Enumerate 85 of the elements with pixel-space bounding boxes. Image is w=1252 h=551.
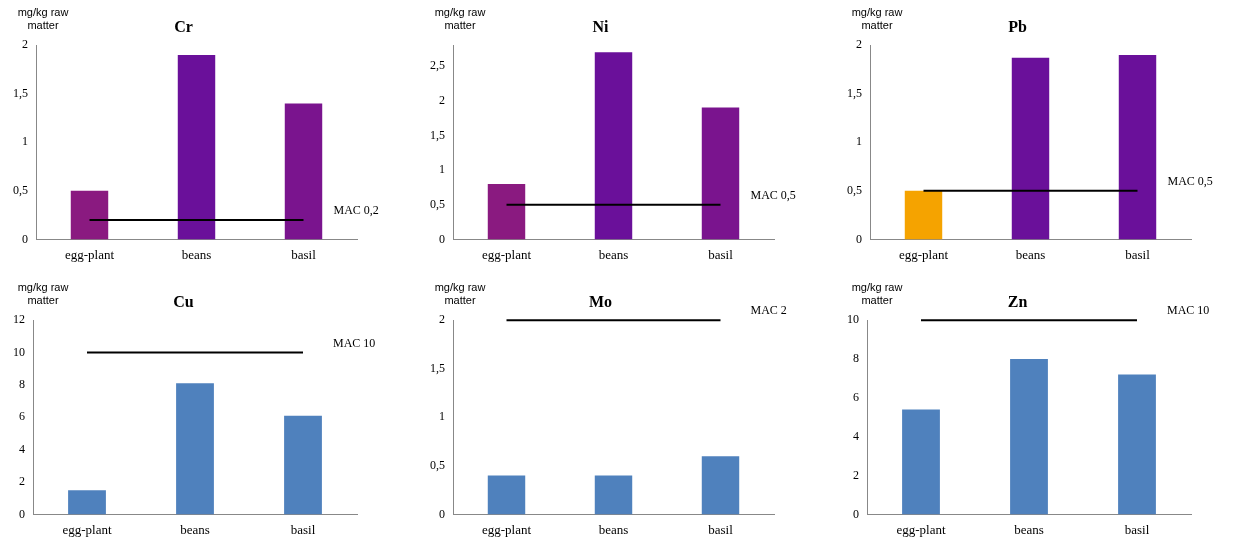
x-tick-label: basil (291, 246, 317, 262)
bar (1118, 374, 1156, 515)
y-tick-label: 0,5 (430, 196, 445, 211)
ref-line-label: MAC 0,5 (750, 187, 796, 202)
y-tick-label: 8 (19, 377, 25, 392)
x-tick-label: basil (708, 521, 734, 537)
y-axis-title: mg/kg raw matter (433, 281, 487, 307)
y-tick-label: 2 (439, 312, 445, 327)
y-tick-label: 1 (439, 162, 445, 177)
y-tick-label: 4 (853, 428, 859, 443)
y-tick-label: 6 (19, 409, 25, 424)
bar (487, 183, 526, 240)
chart-title: Pb (1008, 17, 1027, 35)
y-tick-label: 0 (22, 231, 28, 246)
y-tick-label: 0 (853, 506, 859, 521)
bar (902, 409, 940, 515)
y-tick-label: 0,5 (13, 183, 28, 198)
bar (904, 190, 943, 240)
x-tick-label: beans (598, 521, 629, 537)
y-axis-title: mg/kg raw matter (850, 281, 904, 307)
x-tick-label: basil (290, 521, 316, 537)
y-tick-label: 2,5 (430, 58, 445, 73)
y-tick-label: 10 (847, 312, 859, 327)
bar (176, 383, 214, 515)
x-tick-label: beans (181, 246, 212, 262)
y-axis-title: mg/kg raw matter (16, 281, 70, 307)
x-tick-label: beans (180, 521, 210, 537)
bar (177, 54, 216, 240)
x-tick-label: beans (1014, 521, 1044, 537)
bar (701, 107, 740, 240)
ref-line-label: MAC 0,2 (333, 203, 379, 218)
y-axis-title: mg/kg raw matter (850, 6, 904, 32)
x-tick-label: egg-plant (64, 246, 115, 262)
y-axis-title: mg/kg raw matter (16, 6, 70, 32)
y-tick-label: 4 (19, 441, 25, 456)
y-tick-label: 1 (856, 134, 862, 149)
x-tick-label: basil (1125, 246, 1151, 262)
ref-line-label: MAC 0,5 (1167, 174, 1213, 189)
bar (1118, 54, 1157, 240)
y-tick-label: 0,5 (430, 458, 445, 473)
x-tick-label: egg-plant (898, 246, 949, 262)
y-tick-label: 1,5 (847, 85, 862, 100)
y-tick-label: 1,5 (13, 85, 28, 100)
chart-title: Zn (1007, 292, 1028, 310)
bar (1011, 57, 1050, 240)
y-tick-label: 2 (19, 474, 25, 489)
ref-line-label: MAC 10 (333, 335, 376, 350)
x-tick-label: egg-plant (62, 521, 112, 537)
y-tick-label: 2 (439, 92, 445, 107)
ref-line-label: MAC 10 (1167, 303, 1210, 318)
chart-title: Mo (588, 292, 613, 310)
x-tick-label: basil (708, 246, 734, 262)
chart-title: Cr (174, 17, 193, 35)
y-tick-label: 1,5 (430, 127, 445, 142)
y-axis-title: mg/kg raw matter (433, 6, 487, 32)
chart-title: Cu (173, 292, 194, 310)
y-tick-label: 2 (853, 467, 859, 482)
y-tick-label: 0 (439, 506, 445, 521)
y-tick-label: 6 (853, 390, 859, 405)
x-tick-label: egg-plant (896, 521, 946, 537)
y-tick-label: 0 (856, 231, 862, 246)
ref-line-label: MAC 2 (750, 303, 787, 318)
y-tick-label: 0 (439, 231, 445, 246)
bar (1010, 359, 1048, 515)
y-tick-label: 1,5 (430, 360, 445, 375)
y-tick-label: 12 (13, 312, 25, 327)
bar (284, 103, 323, 240)
x-tick-label: egg-plant (481, 246, 532, 262)
bar (68, 490, 106, 515)
x-tick-label: beans (1015, 246, 1046, 262)
chart-title: Ni (592, 17, 610, 35)
y-tick-label: 2 (22, 37, 28, 52)
bar (70, 190, 109, 240)
bar (284, 415, 322, 515)
y-tick-label: 10 (13, 344, 25, 359)
y-tick-label: 0 (19, 506, 25, 521)
y-tick-label: 0,5 (847, 183, 862, 198)
x-tick-label: egg-plant (481, 521, 532, 537)
y-tick-label: 1 (439, 409, 445, 424)
y-tick-label: 2 (856, 37, 862, 52)
y-tick-label: 8 (853, 351, 859, 366)
y-tick-label: 1 (22, 134, 28, 149)
x-tick-label: beans (598, 246, 629, 262)
x-tick-label: basil (1124, 521, 1150, 537)
bar (594, 52, 633, 240)
